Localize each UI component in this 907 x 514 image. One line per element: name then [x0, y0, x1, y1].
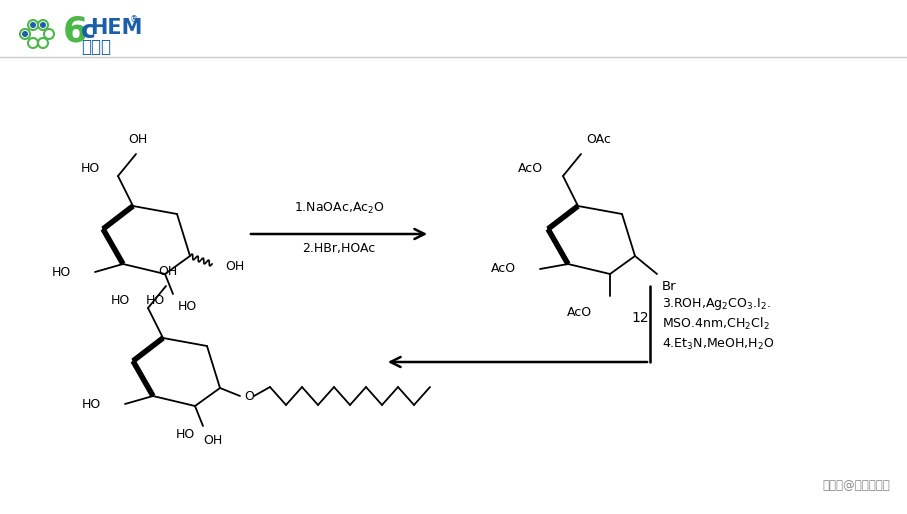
Text: HO: HO [145, 294, 165, 307]
Text: HEM: HEM [90, 18, 142, 38]
Text: OH: OH [203, 434, 222, 447]
Text: HO: HO [178, 300, 197, 313]
Text: HO: HO [111, 293, 130, 306]
Text: 搜狐号@六鉴投资网: 搜狐号@六鉴投资网 [823, 479, 890, 492]
Text: OH: OH [159, 265, 178, 278]
Circle shape [40, 22, 46, 28]
Text: Br: Br [662, 280, 677, 293]
Text: ®: ® [130, 15, 138, 25]
Text: 六鉴网: 六鉴网 [81, 38, 111, 56]
Circle shape [30, 22, 36, 28]
Text: AcO: AcO [518, 161, 543, 174]
Text: 12: 12 [631, 311, 649, 325]
Text: 6: 6 [63, 14, 88, 48]
Circle shape [22, 31, 28, 37]
Text: 4.Et$_3$N,MeOH,H$_2$O: 4.Et$_3$N,MeOH,H$_2$O [662, 337, 775, 352]
Text: 2.HBr,HOAc: 2.HBr,HOAc [302, 242, 375, 255]
Text: 3.ROH,Ag$_2$CO$_3$.I$_2$.: 3.ROH,Ag$_2$CO$_3$.I$_2$. [662, 296, 771, 312]
Text: O: O [244, 390, 254, 402]
Text: OH: OH [129, 133, 148, 146]
Text: AcO: AcO [491, 263, 516, 276]
Text: OAc: OAc [586, 133, 611, 146]
Text: HO: HO [81, 161, 100, 174]
Text: AcO: AcO [567, 306, 592, 319]
Text: 1.NaOAc,Ac$_2$O: 1.NaOAc,Ac$_2$O [294, 201, 385, 216]
Text: MSO.4nm,CH$_2$Cl$_2$: MSO.4nm,CH$_2$Cl$_2$ [662, 316, 770, 332]
Text: HO: HO [52, 266, 71, 279]
Text: HO: HO [175, 428, 195, 441]
Text: c: c [81, 19, 96, 43]
Text: OH: OH [225, 260, 244, 272]
Text: HO: HO [82, 397, 101, 411]
